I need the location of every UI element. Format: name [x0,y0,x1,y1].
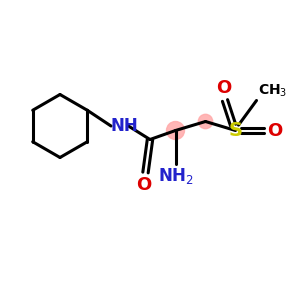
Text: CH$_3$: CH$_3$ [258,82,287,99]
Text: NH$_2$: NH$_2$ [158,166,194,186]
Circle shape [167,122,184,140]
Text: NH: NH [111,117,139,135]
Circle shape [198,114,213,129]
Text: S: S [229,121,242,140]
Text: O: O [216,79,231,97]
Text: O: O [267,122,282,140]
Text: O: O [136,176,152,194]
